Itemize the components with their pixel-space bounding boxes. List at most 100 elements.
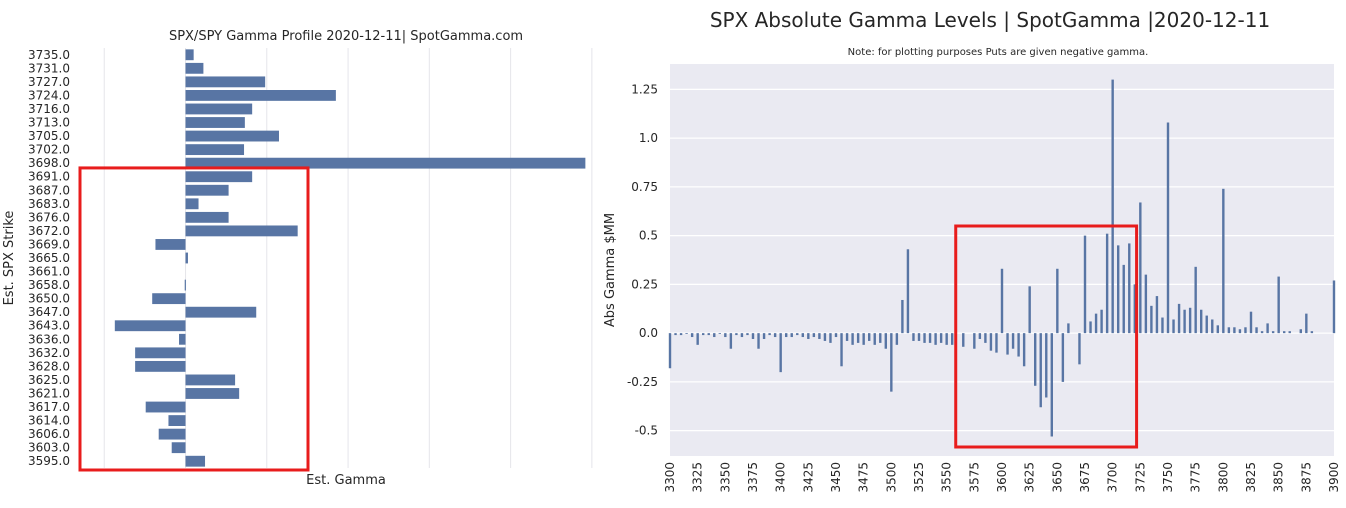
right-bar [812,333,816,338]
right-bar [1111,79,1114,334]
right-x-tick-label: 3375 [746,462,760,493]
left-y-tick-label: 3687.0 [28,183,70,197]
left-y-tick-label: 3595.0 [28,454,70,468]
right-bar [762,333,766,339]
right-bar [1277,276,1280,334]
left-y-tick-label: 3643.0 [28,319,70,333]
right-bar [729,333,733,349]
right-y-tick-label: 0.0 [639,326,658,340]
right-bar [1271,331,1275,334]
right-bar [978,333,982,339]
right-x-tick-label: 3650 [1050,462,1064,493]
right-x-tick-label: 3700 [1106,462,1120,493]
right-bar [1166,122,1170,334]
left-x-axis-label: Est. Gamma [306,473,386,488]
left-y-tick-label: 3683.0 [28,197,70,211]
left-bar [185,171,253,183]
left-bar [185,184,229,196]
left-bar [185,306,257,318]
right-bar [1094,313,1098,334]
gamma-profile-chart: SPX/SPY Gamma Profile 2020-12-11| SpotGa… [2,29,593,488]
right-bar [773,333,777,338]
left-y-tick-label: 3724.0 [28,88,70,102]
right-bar [890,333,893,392]
right-bar [751,333,755,339]
left-bar [185,49,194,61]
right-x-tick-label: 3675 [1078,462,1092,493]
left-y-tick-label: 3669.0 [28,237,70,251]
left-bar [185,144,245,156]
right-bar [1100,309,1103,334]
right-bar [1205,315,1208,334]
right-x-tick-label: 3350 [718,462,732,493]
right-y-tick-label: 0.25 [631,277,658,291]
right-bar [1249,311,1253,334]
left-y-tick-label: 3621.0 [28,386,70,400]
left-y-tick-label: 3625.0 [28,373,70,387]
right-x-tick-label: 3600 [995,462,1009,493]
right-bar [1117,245,1120,334]
right-bar [1056,268,1059,334]
right-bar [1188,307,1192,334]
left-y-axis-label: Est. SPX Strike [2,211,17,306]
right-bar [989,333,993,351]
right-bar [906,249,910,334]
right-plot-area [670,64,1334,456]
right-bar [1000,268,1004,334]
right-y-tick-labels: -0.5 -0.25 0.0 0.25 0.5 0.75 1.0 1.25 [627,82,658,437]
left-bars [114,49,586,467]
right-bar [1067,323,1070,334]
right-bar [818,333,821,339]
right-bar [1105,233,1109,334]
right-bar [945,333,948,345]
right-x-tick-label: 3750 [1161,462,1175,493]
left-bar [185,130,279,142]
right-x-tick-label: 3625 [1023,462,1037,493]
left-y-tick-label: 3606.0 [28,427,70,441]
right-bar [1255,327,1258,334]
left-bar [184,279,186,291]
left-bar [135,347,186,359]
right-bar [702,333,705,336]
right-bar [962,333,965,347]
left-y-tick-label: 3617.0 [28,400,70,414]
right-bar [685,333,688,334]
right-bar [1288,331,1291,334]
left-bar [185,374,236,386]
right-bar [1216,325,1219,334]
right-bar [718,333,721,334]
left-bar [135,360,186,372]
right-y-tick-label: -0.5 [635,424,658,438]
right-bar [679,333,683,336]
right-bar [740,333,744,338]
right-bar [901,299,904,334]
left-y-tick-label: 3713.0 [28,116,70,130]
right-bar [856,333,860,343]
right-bar [1310,331,1314,334]
right-bar [1150,305,1153,334]
right-x-tick-labels: 3300 3325 3350 3375 3400 3425 3450 3475 3500 3525… [663,462,1341,493]
right-bar [1083,235,1087,334]
right-x-tick-label: 3300 [663,462,677,493]
right-bar [928,333,932,343]
right-x-tick-label: 3325 [691,462,705,493]
left-bar [168,415,186,426]
left-y-tick-label: 3676.0 [28,210,70,224]
right-bar [1039,333,1042,408]
right-bar [724,333,727,338]
right-x-tick-label: 3725 [1133,462,1147,493]
right-x-tick-label: 3400 [774,462,788,493]
right-bar [862,333,865,345]
left-chart-title: SPX/SPY Gamma Profile 2020-12-11| SpotGa… [169,29,523,44]
right-y-tick-label: -0.25 [627,375,658,389]
left-y-tick-label: 3735.0 [28,48,70,62]
right-bar [1238,329,1242,334]
right-bar [1266,323,1269,334]
right-x-tick-label: 3825 [1244,462,1258,493]
left-bar [158,428,186,440]
right-bar [713,333,716,338]
right-x-tick-label: 3800 [1216,462,1230,493]
left-y-tick-label: 3636.0 [28,332,70,346]
right-y-tick-label: 0.5 [639,229,658,243]
right-x-tick-label: 3425 [801,462,815,493]
